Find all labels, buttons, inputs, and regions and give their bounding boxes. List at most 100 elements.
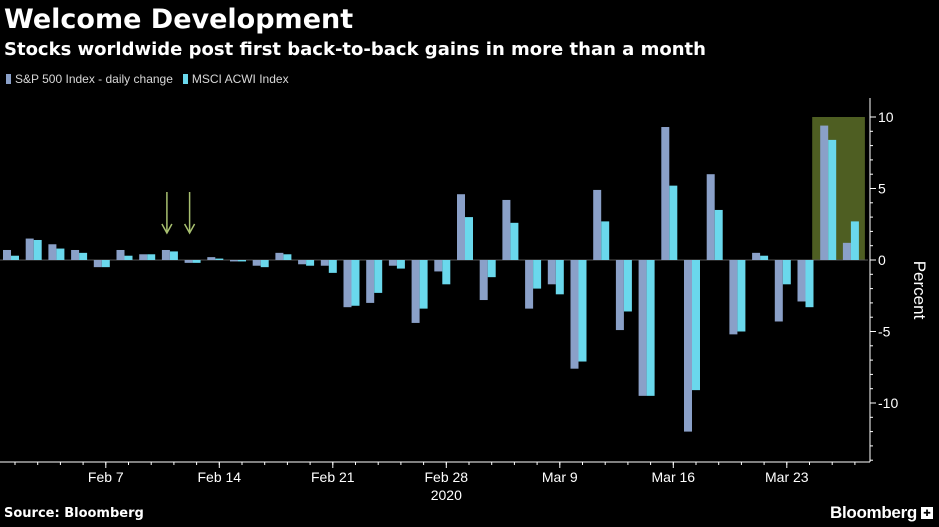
msci-bar-22 xyxy=(510,222,519,260)
sp500-bar-0 xyxy=(3,249,11,260)
legend-swatch-msci xyxy=(182,74,188,84)
legend-item-sp500: S&P 500 Index - daily change xyxy=(6,72,173,86)
msci-bar-14 xyxy=(328,260,337,273)
msci-bar-26 xyxy=(601,221,610,260)
x-tick-label: Feb 7 xyxy=(88,469,124,485)
sp500-bar-28 xyxy=(638,260,647,396)
sp500-bar-37 xyxy=(842,242,851,260)
msci-bar-25 xyxy=(578,260,587,362)
msci-bar-16 xyxy=(374,260,383,293)
sp500-bar-25 xyxy=(570,260,579,369)
sp500-bar-12 xyxy=(275,252,284,260)
y-tick-label-0: 0 xyxy=(878,252,886,268)
sp500-bar-32 xyxy=(729,260,738,335)
sp500-bar-5 xyxy=(116,249,125,260)
sp500-bar-1 xyxy=(25,238,34,260)
msci-bar-31 xyxy=(714,209,723,260)
msci-bar-8 xyxy=(192,260,201,263)
sp500-bar-3 xyxy=(71,249,80,260)
x-tick-label: Mar 9 xyxy=(542,469,578,485)
msci-bar-2 xyxy=(56,248,65,260)
msci-bar-20 xyxy=(465,217,473,260)
sp500-bar-21 xyxy=(479,260,488,301)
msci-bar-18 xyxy=(419,260,428,309)
msci-bar-1 xyxy=(33,239,42,260)
sp500-bar-6 xyxy=(139,254,148,260)
msci-bar-35 xyxy=(805,260,814,308)
msci-bar-6 xyxy=(147,254,156,260)
sp500-bar-10 xyxy=(230,260,238,262)
msci-bar-32 xyxy=(737,260,746,332)
arrow-marker-0 xyxy=(161,192,173,235)
sp500-bar-4 xyxy=(93,260,102,268)
x-tick-label: Mar 16 xyxy=(652,469,696,485)
sp500-bar-27 xyxy=(615,260,624,331)
sp500-bar-8 xyxy=(184,260,193,263)
y-tick-label-10: 10 xyxy=(878,109,894,125)
msci-bar-3 xyxy=(79,252,88,260)
sp500-bar-24 xyxy=(547,260,556,285)
sp500-bar-26 xyxy=(593,189,602,260)
msci-bar-28 xyxy=(646,260,655,396)
msci-bar-21 xyxy=(487,260,496,278)
legend-label-msci: MSCI ACWI Index xyxy=(191,72,289,86)
sp500-bar-29 xyxy=(661,127,670,260)
sp500-bar-11 xyxy=(252,260,261,266)
msci-bar-27 xyxy=(623,260,632,312)
x-tick-label: Feb 14 xyxy=(198,469,242,485)
legend-swatch-sp500 xyxy=(6,74,11,84)
msci-bar-7 xyxy=(169,251,178,260)
x-tick-label: Mar 23 xyxy=(765,469,809,485)
x-tick-label: Feb 21 xyxy=(311,469,355,485)
sp500-bar-7 xyxy=(161,249,170,260)
sp500-bar-34 xyxy=(774,260,783,322)
sp500-bar-23 xyxy=(525,260,534,309)
legend-label-sp500: S&P 500 Index - daily change xyxy=(15,72,173,86)
sp500-bar-14 xyxy=(320,260,329,266)
y-tick-label--10: -10 xyxy=(878,395,898,411)
chart-subtitle: Stocks worldwide post first back-to-back… xyxy=(4,39,706,60)
msci-bar-4 xyxy=(101,260,110,268)
y-tick-label--5: -5 xyxy=(878,324,891,340)
x-year-label: 2020 xyxy=(431,487,462,500)
msci-bar-33 xyxy=(760,255,769,260)
msci-bar-36 xyxy=(828,139,837,260)
msci-bar-34 xyxy=(782,260,791,285)
msci-bar-24 xyxy=(555,260,564,295)
msci-bar-19 xyxy=(442,260,451,285)
arrow-marker-1 xyxy=(183,192,196,235)
sp500-bar-20 xyxy=(457,194,465,260)
msci-bar-10 xyxy=(238,260,246,262)
bloomberg-logo: Bloomberg xyxy=(829,503,917,522)
msci-bar-37 xyxy=(850,221,859,260)
msci-bar-12 xyxy=(283,254,292,260)
y-axis-label: Percent xyxy=(910,261,929,320)
msci-bar-23 xyxy=(533,260,542,289)
sp500-bar-2 xyxy=(48,244,57,260)
sp500-bar-13 xyxy=(298,260,307,265)
sp500-bar-17 xyxy=(388,260,397,266)
legend-item-msci: MSCI ACWI Index xyxy=(182,72,289,86)
msci-bar-9 xyxy=(215,258,224,260)
sp500-bar-30 xyxy=(684,260,692,432)
source-note: Source: Bloomberg xyxy=(4,506,144,521)
bar-chart: 10 5 0 -5 -10 Percent Feb 7 Feb 14 Feb 21 Feb 28 M… xyxy=(0,98,929,500)
msci-bar-13 xyxy=(306,260,315,266)
sp500-bar-22 xyxy=(502,199,511,260)
msci-bar-15 xyxy=(351,260,360,306)
msci-bar-29 xyxy=(669,185,678,260)
sp500-bar-16 xyxy=(366,260,375,303)
sp500-bar-33 xyxy=(752,252,761,260)
bloomberg-badge-icon: ✚ xyxy=(921,507,933,519)
x-tick-label: Feb 28 xyxy=(425,469,469,485)
y-tick-label-5: 5 xyxy=(878,181,886,197)
msci-bar-30 xyxy=(692,260,700,391)
legend: S&P 500 Index - daily change MSCI ACWI I… xyxy=(6,72,299,86)
sp500-bar-19 xyxy=(434,260,443,272)
msci-bar-11 xyxy=(260,260,269,268)
msci-bar-17 xyxy=(396,260,405,269)
sp500-bar-35 xyxy=(797,260,806,302)
msci-bar-0 xyxy=(11,255,19,260)
sp500-bar-9 xyxy=(207,257,216,260)
sp500-bar-31 xyxy=(706,174,715,260)
